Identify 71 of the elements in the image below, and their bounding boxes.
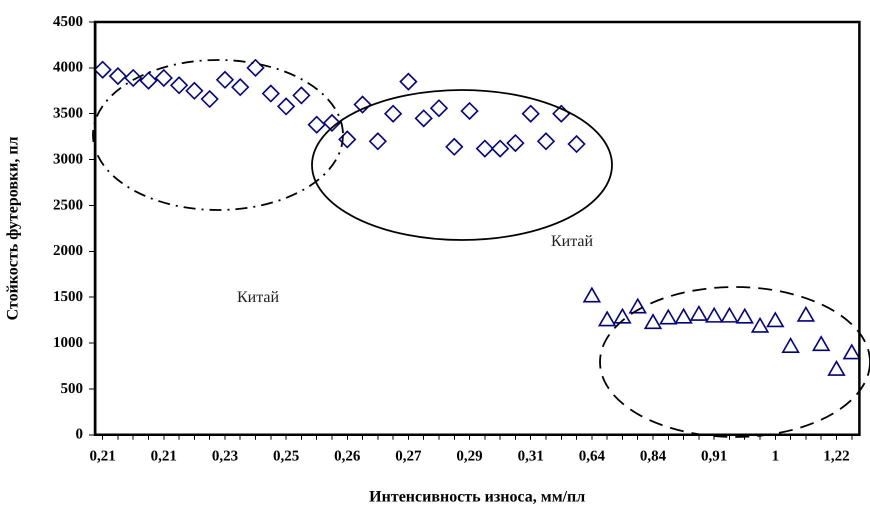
point <box>568 135 586 153</box>
point <box>706 308 723 323</box>
x-tick-label: 0,25 <box>272 448 300 465</box>
point <box>690 306 708 321</box>
y-tick-label: 2000 <box>53 243 83 260</box>
point <box>506 134 524 152</box>
point <box>644 314 662 330</box>
y-tick-label: 4500 <box>53 14 83 30</box>
x-axis-title: Интенсивность износа, мм/пл <box>369 488 586 506</box>
point <box>430 99 448 118</box>
annotation: Китай <box>550 233 594 250</box>
x-tick-label: 1 <box>772 448 780 465</box>
point <box>277 98 295 116</box>
point <box>522 104 540 123</box>
point <box>246 59 264 77</box>
point <box>445 138 464 156</box>
point <box>140 72 158 90</box>
y-tick-label: 1500 <box>53 289 83 306</box>
point <box>674 308 692 324</box>
point <box>94 60 112 78</box>
point <box>200 90 218 108</box>
x-tick-label: 0,21 <box>90 448 116 465</box>
point <box>338 130 356 148</box>
x-tick-label: 0,31 <box>518 448 544 465</box>
point <box>400 72 418 90</box>
point <box>736 308 754 324</box>
point <box>660 309 677 325</box>
point <box>216 70 234 89</box>
x-tick-label: 0,27 <box>395 448 422 465</box>
point <box>766 312 784 328</box>
x-tick-label: 0,29 <box>456 448 483 465</box>
point <box>583 287 600 302</box>
point <box>491 140 509 158</box>
x-tick-label: 0,23 <box>212 448 238 465</box>
point <box>843 344 860 360</box>
point <box>797 306 814 322</box>
x-tick-label: 0,91 <box>701 448 728 465</box>
point <box>308 116 326 134</box>
point <box>369 132 387 150</box>
point <box>292 86 310 104</box>
point <box>720 308 738 323</box>
point <box>414 110 432 128</box>
point <box>812 336 830 352</box>
point <box>537 132 555 150</box>
y-tick-label: 4000 <box>53 60 83 76</box>
point <box>262 84 280 102</box>
point <box>154 69 173 87</box>
point <box>476 140 494 158</box>
x-tick-label: 0,21 <box>150 448 177 465</box>
x-tick-label: 0,26 <box>334 448 361 465</box>
x-tick-label: 1,22 <box>823 448 850 465</box>
y-tick-label: 2500 <box>53 197 83 214</box>
x-tick-label: 0,64 <box>578 448 606 465</box>
point <box>460 102 478 120</box>
annotation: Китай <box>236 289 280 306</box>
point <box>828 360 846 376</box>
y-tick-label: 1000 <box>53 334 83 351</box>
point <box>170 76 188 94</box>
y-tick-label: 500 <box>60 380 83 397</box>
point <box>384 104 402 123</box>
point <box>782 338 800 353</box>
y-tick-label: 3500 <box>53 106 83 122</box>
point <box>186 82 204 100</box>
point <box>231 78 250 96</box>
point <box>751 318 769 333</box>
y-tick-label: 3000 <box>53 151 83 168</box>
y-axis-title: Стойкость футеровки, пл <box>4 136 22 320</box>
x-tick-label: 0,84 <box>640 448 667 465</box>
point <box>598 311 616 326</box>
y-tick-label: 0 <box>76 426 83 443</box>
point <box>109 67 127 85</box>
